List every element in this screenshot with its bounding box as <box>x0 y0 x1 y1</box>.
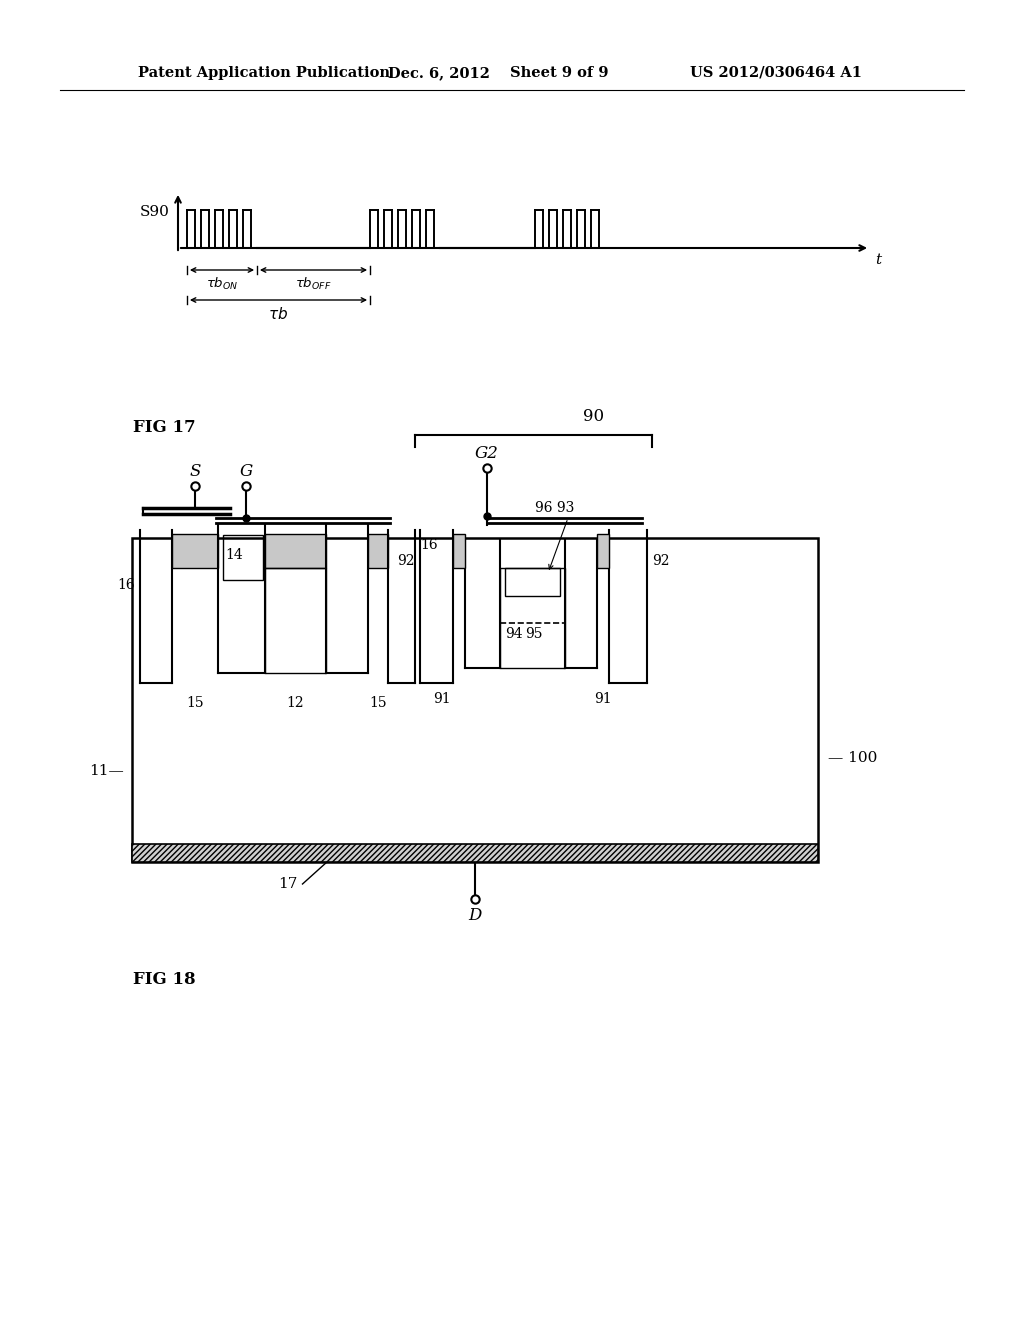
Text: 15: 15 <box>186 696 204 710</box>
Bar <box>172 535 218 568</box>
Text: S90: S90 <box>140 205 170 219</box>
Text: 11—: 11— <box>89 764 124 779</box>
Text: 15: 15 <box>370 696 387 710</box>
Text: FIG 17: FIG 17 <box>133 420 196 437</box>
Text: 90: 90 <box>583 408 604 425</box>
Text: FIG 18: FIG 18 <box>133 972 196 989</box>
Bar <box>453 535 465 568</box>
Bar <box>132 539 818 862</box>
Bar <box>132 843 818 862</box>
Text: 91: 91 <box>594 692 611 706</box>
Text: 96 93: 96 93 <box>536 502 574 515</box>
Text: 94: 94 <box>505 627 522 642</box>
Text: Dec. 6, 2012: Dec. 6, 2012 <box>388 66 490 81</box>
Text: 92: 92 <box>652 554 670 568</box>
Bar <box>500 568 565 668</box>
Text: Sheet 9 of 9: Sheet 9 of 9 <box>510 66 608 81</box>
Text: — 100: — 100 <box>828 751 878 766</box>
Text: 16: 16 <box>118 578 135 591</box>
Text: 17: 17 <box>279 876 298 891</box>
Text: US 2012/0306464 A1: US 2012/0306464 A1 <box>690 66 862 81</box>
Text: $\tau b$: $\tau b$ <box>268 306 289 322</box>
Text: Patent Application Publication: Patent Application Publication <box>138 66 390 81</box>
Text: $\tau b_{ON}$: $\tau b_{ON}$ <box>206 276 239 292</box>
Text: G: G <box>240 463 253 480</box>
Text: 95: 95 <box>525 627 543 642</box>
Text: 14: 14 <box>225 548 243 562</box>
Text: t: t <box>874 253 881 267</box>
Bar <box>368 535 388 568</box>
Bar <box>265 568 326 673</box>
Text: $\tau b_{OFF}$: $\tau b_{OFF}$ <box>295 276 332 292</box>
Text: 91: 91 <box>433 692 451 706</box>
Bar <box>265 535 326 568</box>
Text: 92: 92 <box>397 554 415 568</box>
Bar <box>505 568 560 597</box>
Text: D: D <box>468 907 481 924</box>
Bar <box>223 535 263 579</box>
Text: 12: 12 <box>286 696 304 710</box>
Text: S: S <box>189 463 201 480</box>
Bar <box>597 535 609 568</box>
Text: 16: 16 <box>420 539 437 552</box>
Text: G2: G2 <box>475 446 499 462</box>
Text: 13: 13 <box>265 548 283 562</box>
